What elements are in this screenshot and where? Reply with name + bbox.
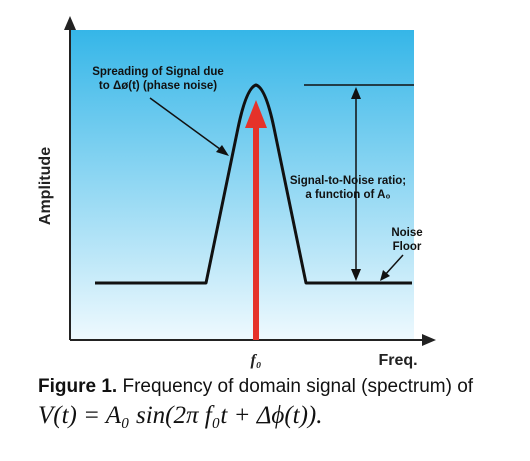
snr-arrow-down <box>351 269 361 281</box>
figure-caption-label: Figure 1. <box>38 376 118 397</box>
phase-noise-pointer-head <box>216 145 229 156</box>
x-tick-f0: f₀ <box>251 352 262 369</box>
noise-floor-label-line1: Noise <box>391 227 422 239</box>
figure-caption-text: Frequency of domain signal (spectrum) of <box>117 376 474 397</box>
spectrum-curve <box>95 83 412 285</box>
snr-label-line2: a function of A₀ <box>305 189 390 201</box>
noise-floor-label-line2: Floor <box>393 241 422 253</box>
phase-noise-label-line1: Spreading of Signal due <box>92 66 224 78</box>
carrier-arrowhead <box>245 100 267 128</box>
x-axis-arrow <box>422 334 436 346</box>
x-axis-label: Freq. <box>378 352 417 369</box>
noise-floor-pointer <box>383 254 404 277</box>
snr-label-line1: Signal-to-Noise ratio; <box>290 175 406 187</box>
y-axis-arrow <box>64 16 76 30</box>
phase-noise-pointer <box>149 97 225 153</box>
caption-formula: V(t) = A₀ sin(2π f₀t + Δϕ(t)). <box>38 402 323 429</box>
figure-caption: Figure 1. Frequency of domain signal (sp… <box>38 376 528 398</box>
noise-floor-pointer-head <box>380 270 390 281</box>
snr-arrow-up <box>351 87 361 99</box>
phase-noise-label-line2: to Δø(t) (phase noise) <box>99 80 217 92</box>
y-axis-label: Amplitude <box>37 147 54 225</box>
